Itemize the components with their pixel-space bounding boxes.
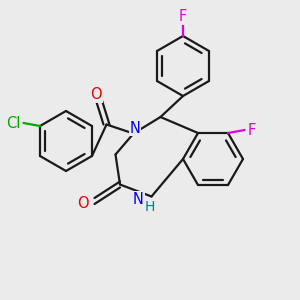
Text: N: N (130, 121, 140, 136)
Text: Cl: Cl (6, 116, 20, 130)
Text: N: N (133, 192, 144, 207)
Text: F: F (179, 9, 187, 24)
Text: O: O (77, 196, 88, 211)
Text: O: O (90, 87, 102, 102)
Text: F: F (248, 122, 256, 137)
Text: H: H (145, 200, 155, 214)
